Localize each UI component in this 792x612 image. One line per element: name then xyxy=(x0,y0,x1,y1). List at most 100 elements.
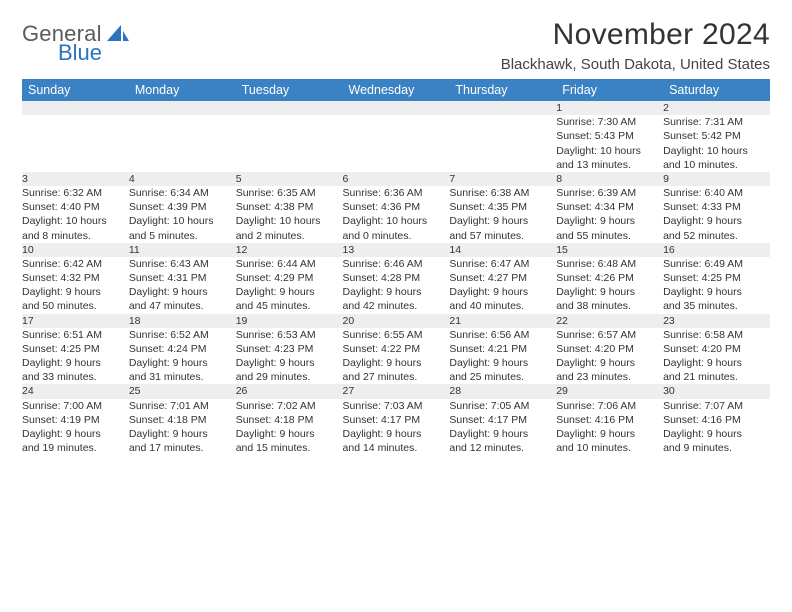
day1-text: Daylight: 9 hours xyxy=(556,356,663,370)
day-number xyxy=(449,101,556,115)
day2-text: and 0 minutes. xyxy=(343,229,450,243)
day2-text: and 33 minutes. xyxy=(22,370,129,384)
day1-text: Daylight: 9 hours xyxy=(663,427,770,441)
sunset-text: Sunset: 4:36 PM xyxy=(343,200,450,214)
day-cell: Sunrise: 7:31 AMSunset: 5:42 PMDaylight:… xyxy=(663,115,770,172)
sunset-text: Sunset: 4:25 PM xyxy=(663,271,770,285)
sunset-text: Sunset: 4:34 PM xyxy=(556,200,663,214)
sunset-text: Sunset: 4:17 PM xyxy=(343,413,450,427)
sunset-text: Sunset: 4:33 PM xyxy=(663,200,770,214)
day1-text: Daylight: 9 hours xyxy=(22,356,129,370)
day-number: 19 xyxy=(236,314,343,328)
day1-text: Daylight: 9 hours xyxy=(236,285,343,299)
day1-text: Daylight: 10 hours xyxy=(22,214,129,228)
day-number: 6 xyxy=(343,172,450,186)
day2-text: and 21 minutes. xyxy=(663,370,770,384)
weekday-header: Thursday xyxy=(449,79,556,101)
day-cell: Sunrise: 6:51 AMSunset: 4:25 PMDaylight:… xyxy=(22,328,129,385)
day2-text: and 55 minutes. xyxy=(556,229,663,243)
sunrise-text: Sunrise: 6:52 AM xyxy=(129,328,236,342)
day1-text: Daylight: 9 hours xyxy=(236,356,343,370)
day-number: 7 xyxy=(449,172,556,186)
sunrise-text: Sunrise: 6:48 AM xyxy=(556,257,663,271)
day2-text: and 25 minutes. xyxy=(449,370,556,384)
day2-text: and 40 minutes. xyxy=(449,299,556,313)
day2-text: and 27 minutes. xyxy=(343,370,450,384)
daynum-row: 3456789 xyxy=(22,172,770,186)
brand-logo: General Blue xyxy=(22,18,129,64)
sunrise-text: Sunrise: 7:07 AM xyxy=(663,399,770,413)
sunrise-text: Sunrise: 6:36 AM xyxy=(343,186,450,200)
day-number xyxy=(343,101,450,115)
day-cell: Sunrise: 7:07 AMSunset: 4:16 PMDaylight:… xyxy=(663,399,770,456)
day-cell: Sunrise: 6:36 AMSunset: 4:36 PMDaylight:… xyxy=(343,186,450,243)
sunrise-text: Sunrise: 6:42 AM xyxy=(22,257,129,271)
sunset-text: Sunset: 4:20 PM xyxy=(663,342,770,356)
sunrise-text: Sunrise: 6:35 AM xyxy=(236,186,343,200)
day-number: 13 xyxy=(343,243,450,257)
day-cell: Sunrise: 6:49 AMSunset: 4:25 PMDaylight:… xyxy=(663,257,770,314)
day-number: 9 xyxy=(663,172,770,186)
day2-text: and 8 minutes. xyxy=(22,229,129,243)
weekday-header: Friday xyxy=(556,79,663,101)
day-number: 18 xyxy=(129,314,236,328)
sunset-text: Sunset: 4:39 PM xyxy=(129,200,236,214)
day2-text: and 13 minutes. xyxy=(556,158,663,172)
sunset-text: Sunset: 4:22 PM xyxy=(343,342,450,356)
day-cell xyxy=(22,115,129,172)
day2-text: and 31 minutes. xyxy=(129,370,236,384)
weekday-header-row: Sunday Monday Tuesday Wednesday Thursday… xyxy=(22,79,770,101)
day-cell: Sunrise: 6:53 AMSunset: 4:23 PMDaylight:… xyxy=(236,328,343,385)
day-number: 14 xyxy=(449,243,556,257)
day-cell: Sunrise: 6:38 AMSunset: 4:35 PMDaylight:… xyxy=(449,186,556,243)
weekday-header: Wednesday xyxy=(343,79,450,101)
sunrise-text: Sunrise: 6:40 AM xyxy=(663,186,770,200)
sunrise-text: Sunrise: 6:44 AM xyxy=(236,257,343,271)
day-cell: Sunrise: 6:52 AMSunset: 4:24 PMDaylight:… xyxy=(129,328,236,385)
calendar-table: Sunday Monday Tuesday Wednesday Thursday… xyxy=(22,79,770,455)
day1-text: Daylight: 9 hours xyxy=(449,356,556,370)
daynum-row: 10111213141516 xyxy=(22,243,770,257)
sunrise-text: Sunrise: 6:46 AM xyxy=(343,257,450,271)
day1-text: Daylight: 9 hours xyxy=(449,285,556,299)
sunrise-text: Sunrise: 6:32 AM xyxy=(22,186,129,200)
day-cell: Sunrise: 6:43 AMSunset: 4:31 PMDaylight:… xyxy=(129,257,236,314)
day-cell: Sunrise: 7:30 AMSunset: 5:43 PMDaylight:… xyxy=(556,115,663,172)
day2-text: and 10 minutes. xyxy=(663,158,770,172)
sunrise-text: Sunrise: 6:47 AM xyxy=(449,257,556,271)
day2-text: and 38 minutes. xyxy=(556,299,663,313)
day1-text: Daylight: 10 hours xyxy=(343,214,450,228)
sunset-text: Sunset: 4:25 PM xyxy=(22,342,129,356)
sunrise-text: Sunrise: 6:58 AM xyxy=(663,328,770,342)
day-cell xyxy=(449,115,556,172)
day1-text: Daylight: 9 hours xyxy=(22,285,129,299)
day-cell: Sunrise: 6:58 AMSunset: 4:20 PMDaylight:… xyxy=(663,328,770,385)
day-number: 26 xyxy=(236,384,343,398)
day2-text: and 35 minutes. xyxy=(663,299,770,313)
month-title: November 2024 xyxy=(501,18,770,52)
weekday-header: Tuesday xyxy=(236,79,343,101)
sunset-text: Sunset: 4:27 PM xyxy=(449,271,556,285)
day-cell: Sunrise: 6:55 AMSunset: 4:22 PMDaylight:… xyxy=(343,328,450,385)
sunrise-text: Sunrise: 6:43 AM xyxy=(129,257,236,271)
weekday-header: Monday xyxy=(129,79,236,101)
sunrise-text: Sunrise: 6:38 AM xyxy=(449,186,556,200)
sunrise-text: Sunrise: 6:56 AM xyxy=(449,328,556,342)
day-cell: Sunrise: 7:05 AMSunset: 4:17 PMDaylight:… xyxy=(449,399,556,456)
day-number: 3 xyxy=(22,172,129,186)
day-cell: Sunrise: 7:00 AMSunset: 4:19 PMDaylight:… xyxy=(22,399,129,456)
day2-text: and 52 minutes. xyxy=(663,229,770,243)
day-cell: Sunrise: 6:44 AMSunset: 4:29 PMDaylight:… xyxy=(236,257,343,314)
day2-text: and 2 minutes. xyxy=(236,229,343,243)
day-number: 15 xyxy=(556,243,663,257)
sunset-text: Sunset: 4:16 PM xyxy=(663,413,770,427)
sunrise-text: Sunrise: 7:06 AM xyxy=(556,399,663,413)
day-number: 20 xyxy=(343,314,450,328)
sunrise-text: Sunrise: 6:51 AM xyxy=(22,328,129,342)
day1-text: Daylight: 9 hours xyxy=(663,214,770,228)
brand-sail-icon xyxy=(107,25,129,45)
week-data-row: Sunrise: 6:42 AMSunset: 4:32 PMDaylight:… xyxy=(22,257,770,314)
day-cell: Sunrise: 6:32 AMSunset: 4:40 PMDaylight:… xyxy=(22,186,129,243)
sunset-text: Sunset: 4:31 PM xyxy=(129,271,236,285)
day1-text: Daylight: 9 hours xyxy=(22,427,129,441)
